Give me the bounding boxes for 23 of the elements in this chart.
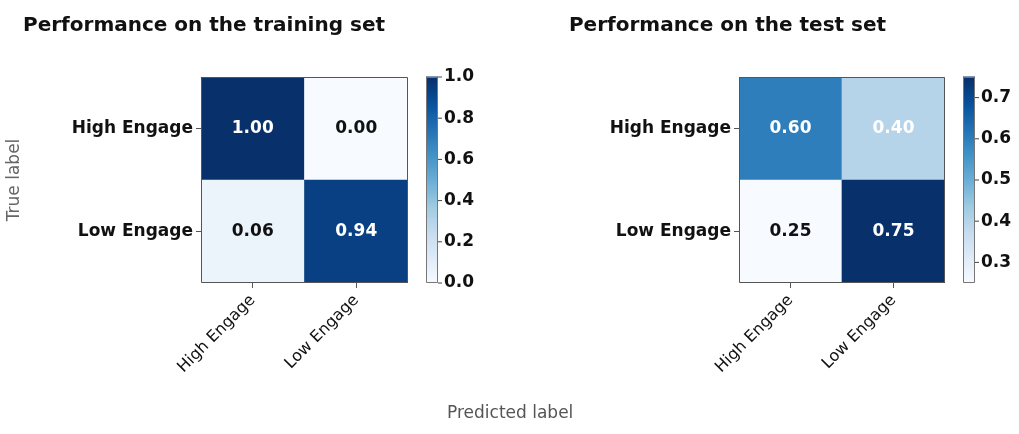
x-axis-title: Predicted label xyxy=(447,402,574,422)
chart-title: Performance on the test set xyxy=(568,12,887,37)
color-bar-label: 0.7 xyxy=(981,86,1012,107)
data-label: 0.06 xyxy=(231,219,274,240)
data-label: 0.60 xyxy=(769,116,812,137)
color-bar-label: 1.0 xyxy=(444,65,475,86)
color-bar-label: 0.4 xyxy=(444,189,475,210)
color-bar-label: 0.5 xyxy=(981,168,1012,189)
data-label: 0.94 xyxy=(335,219,378,240)
color-bar-label: 0.3 xyxy=(981,250,1012,271)
color-bar-label: 0.0 xyxy=(444,271,475,292)
data-label: 0.75 xyxy=(872,219,915,240)
color-bar-label: 0.6 xyxy=(981,127,1012,148)
color-bar-label: 0.8 xyxy=(444,106,475,127)
color-bar-label: 0.4 xyxy=(981,209,1012,230)
y-axis-title: True label xyxy=(2,138,23,223)
color-bar-label: 0.2 xyxy=(444,230,475,251)
data-label: 0.25 xyxy=(769,219,812,240)
data-label: 0.00 xyxy=(335,116,378,137)
color-bar-label: 0.6 xyxy=(444,147,475,168)
chart-title: Performance on the training set xyxy=(22,12,386,37)
data-label: 1.00 xyxy=(231,116,274,137)
data-label: 0.40 xyxy=(872,116,915,137)
